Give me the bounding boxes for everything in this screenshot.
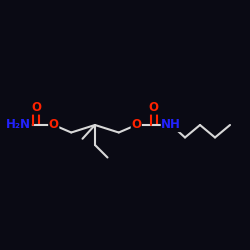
Text: NH: NH bbox=[161, 118, 181, 132]
Text: O: O bbox=[131, 118, 141, 132]
Text: O: O bbox=[31, 101, 41, 114]
Text: O: O bbox=[49, 118, 59, 132]
Text: H₂N: H₂N bbox=[6, 118, 31, 132]
Text: O: O bbox=[149, 101, 159, 114]
